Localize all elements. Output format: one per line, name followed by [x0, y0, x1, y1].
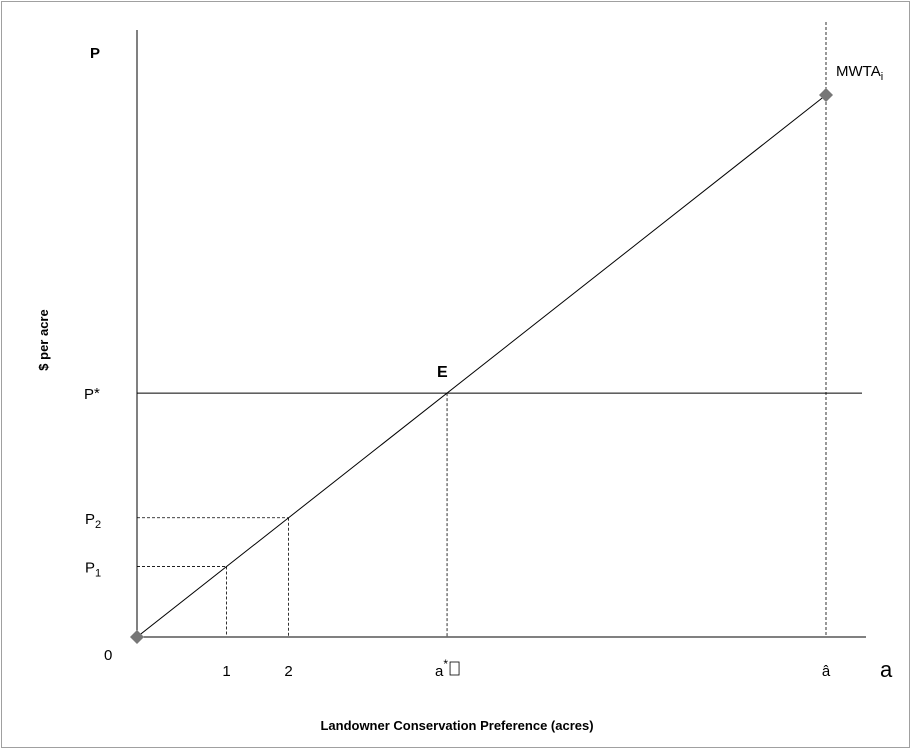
mwta-line — [136, 94, 827, 638]
x-axis-end-label: a — [880, 657, 893, 682]
x-tick-label-box — [449, 661, 460, 676]
endpoint-marker-1 — [130, 630, 144, 644]
x-tick-label-2: 2 — [284, 663, 292, 680]
y-axis-top-label: P — [90, 45, 100, 62]
y-axis-title: $ per acre — [36, 309, 51, 370]
x-axis-title: Landowner Conservation Preference (acres… — [320, 718, 593, 733]
equilibrium-label: E — [437, 364, 448, 381]
price-line-label: P* — [84, 385, 100, 403]
x-tick-label-1: 1 — [222, 663, 230, 680]
x-tick-label-4: â — [822, 663, 831, 680]
mwta-label: MWTAi — [836, 63, 883, 83]
origin-label: 0 — [104, 647, 112, 664]
x-tick-label-astar: a* — [435, 657, 448, 680]
y-tick-label-2: P2 — [85, 511, 101, 531]
chart-marks: P* E 1 2 a* â P1 P2 MWTAi — [84, 22, 883, 680]
y-tick-label-1: P1 — [85, 560, 101, 580]
endpoint-marker-2 — [819, 88, 833, 102]
